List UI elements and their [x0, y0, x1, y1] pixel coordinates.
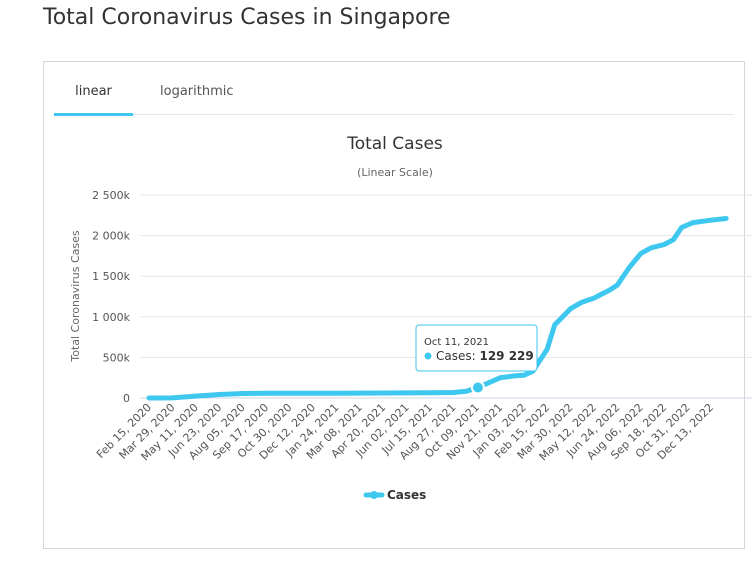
tab-linear[interactable]: linear — [75, 84, 112, 99]
y-tick-label: 0 — [123, 392, 130, 405]
legend[interactable]: Cases — [363, 488, 426, 502]
y-tick-label: 1 000k — [92, 311, 130, 324]
active-tab-indicator — [54, 113, 133, 116]
chart-subtitle: (Linear Scale) — [357, 166, 433, 179]
tooltip-series-dot — [424, 352, 432, 360]
scale-tabs: linear logarithmic — [54, 74, 734, 116]
chart-title: Total Cases — [346, 134, 443, 154]
page-title: Total Coronavirus Cases in Singapore — [43, 5, 451, 30]
tab-logarithmic[interactable]: logarithmic — [160, 84, 234, 99]
tooltip: Oct 11, 2021 Cases: 129 229 — [415, 324, 538, 372]
y-tick-label: 2 000k — [92, 230, 130, 243]
tooltip-date: Oct 11, 2021 — [424, 337, 489, 348]
y-axis-ticks: 0 500k 1 000k 1 500k 2 000k 2 500k — [92, 189, 130, 405]
tooltip-value: 129 229 — [479, 349, 533, 363]
y-tick-label: 500k — [103, 351, 131, 364]
legend-label: Cases — [387, 488, 426, 502]
chart-panel: linear logarithmic — [43, 61, 745, 549]
y-tick-label: 1 500k — [92, 270, 130, 283]
hover-point[interactable] — [470, 380, 485, 395]
tooltip-series-label: Cases: — [436, 349, 479, 363]
tooltip-value-line: Cases: 129 229 — [436, 349, 534, 363]
legend-marker-icon — [370, 491, 378, 499]
series-line-cases[interactable] — [146, 216, 729, 401]
y-tick-label: 2 500k — [92, 189, 130, 202]
y-axis-title: Total Coronavirus Cases — [69, 230, 82, 363]
